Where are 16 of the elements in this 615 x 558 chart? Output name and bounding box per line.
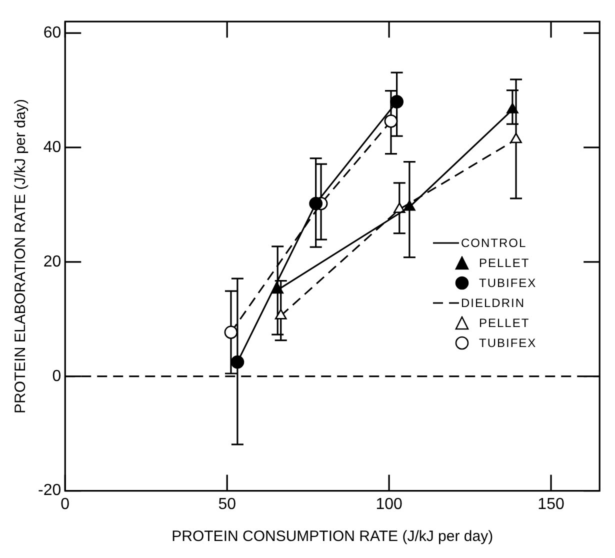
annotation: CONTROL — [461, 235, 527, 252]
y-axis-title: PROTEIN ELABORATION RATE (J/kJ per day) — [12, 98, 30, 414]
x-tick-label: 100 — [376, 496, 402, 513]
y-tick-label: 0 — [52, 368, 62, 385]
y-tick-label: -20 — [38, 482, 62, 500]
x-tick-label: 50 — [218, 496, 236, 513]
y-tick-label: 60 — [43, 24, 62, 42]
y-tick-label: 40 — [43, 138, 62, 156]
legend-label: PELLET — [479, 315, 530, 332]
y-tick-label: 20 — [43, 253, 62, 270]
legend-label: PELLET — [479, 255, 530, 272]
x-axis-title: PROTEIN CONSUMPTION RATE (J/kJ per day) — [172, 528, 494, 546]
legend-label: TUBIFEX — [479, 335, 537, 352]
annotation: DIELDRIN — [461, 295, 526, 312]
legend-label: TUBIFEX — [479, 275, 537, 292]
x-tick-label: 150 — [538, 496, 564, 513]
